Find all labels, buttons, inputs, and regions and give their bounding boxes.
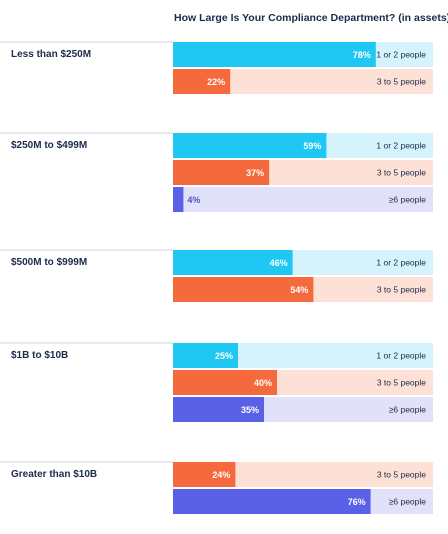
group-greater-than-10b: Greater than $10B 24% 3 to 5 people 76% ≥6 p… xyxy=(0,461,433,514)
bar-3-to-5-people xyxy=(173,69,231,94)
series-label: 1 or 2 people xyxy=(376,50,426,60)
series-label: 1 or 2 people xyxy=(376,351,426,361)
bar-value-label: 35% xyxy=(241,405,259,415)
series-label: 3 to 5 people xyxy=(377,378,426,388)
series-label: ≥6 people xyxy=(389,405,427,415)
bar-value-label: 37% xyxy=(246,168,264,178)
bar-3-to-5-people xyxy=(173,277,314,302)
bar-1-or-2-people xyxy=(173,42,376,67)
bar-1-or-2-people xyxy=(173,343,238,368)
category-label: Greater than $10B xyxy=(11,469,97,480)
bar-value-label: 76% xyxy=(348,497,366,507)
series-label: 3 to 5 people xyxy=(377,77,426,87)
group-500m-to-999m: $500M to $999M 46% 1 or 2 people 54% 3 to 5 … xyxy=(0,249,433,302)
chart-title: How Large Is Your Compliance Department?… xyxy=(174,12,448,24)
bar-value-label: 25% xyxy=(215,351,233,361)
category-label: Less than $250M xyxy=(11,49,91,60)
group-less-than-250m: Less than $250M 78% 1 or 2 people 22% 3 to 5… xyxy=(0,41,433,94)
bar-6-people xyxy=(173,187,184,212)
group-1b-to-10b: $1B to $10B 25% 1 or 2 people 40% 3 to 5 peo… xyxy=(0,342,433,422)
bar-value-label: 78% xyxy=(353,50,371,60)
series-label: ≥6 people xyxy=(389,497,427,507)
category-label: $1B to $10B xyxy=(11,350,68,361)
group-250m-to-499m: $250M to $499M 59% 1 or 2 people 37% 3 to 5 … xyxy=(0,132,433,212)
bar-groups: Less than $250M 78% 1 or 2 people 22% 3 to 5… xyxy=(0,41,433,514)
bar-value-label: 22% xyxy=(207,77,225,87)
bar-1-or-2-people xyxy=(173,133,327,158)
series-label: 3 to 5 people xyxy=(377,470,426,480)
bar-value-label: 40% xyxy=(254,378,272,388)
bar-track xyxy=(173,187,433,212)
category-label: $250M to $499M xyxy=(11,140,87,151)
series-label: 3 to 5 people xyxy=(377,285,426,295)
bar-value-label: 4% xyxy=(187,195,200,205)
category-label: $500M to $999M xyxy=(11,257,87,268)
bar-value-label: 24% xyxy=(212,470,230,480)
series-label: ≥6 people xyxy=(389,195,427,205)
series-label: 1 or 2 people xyxy=(376,141,426,151)
bar-3-to-5-people xyxy=(173,462,236,487)
bar-6-people xyxy=(173,489,371,514)
bar-1-or-2-people xyxy=(173,250,293,275)
series-label: 1 or 2 people xyxy=(376,258,426,268)
bar-value-label: 46% xyxy=(270,258,288,268)
series-label: 3 to 5 people xyxy=(377,168,426,178)
bar-value-label: 54% xyxy=(290,285,308,295)
bar-3-to-5-people xyxy=(173,370,277,395)
bar-3-to-5-people xyxy=(173,160,270,185)
bar-value-label: 59% xyxy=(303,141,321,151)
bar-6-people xyxy=(173,397,264,422)
